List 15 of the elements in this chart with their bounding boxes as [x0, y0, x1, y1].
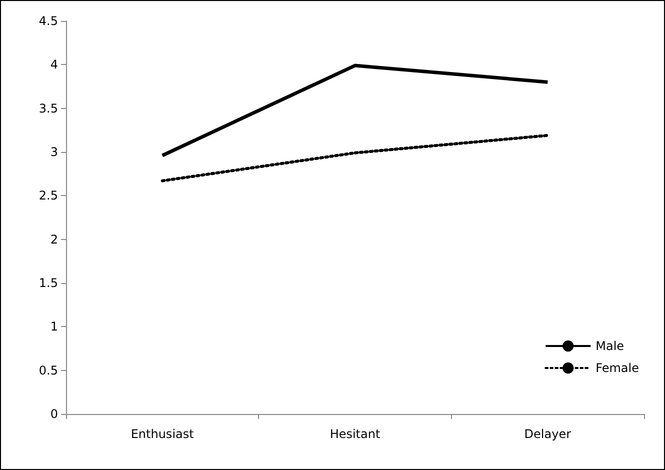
- x-tick-label: Delayer: [524, 427, 572, 441]
- x-tick-label: Enthusiast: [130, 427, 194, 441]
- y-tick-label: 1: [50, 320, 58, 334]
- y-tick-label: 2.5: [38, 188, 58, 203]
- x-tick-label: Hesitant: [330, 427, 380, 441]
- y-tick-label: 4: [50, 58, 58, 72]
- y-tick-label: 3.5: [38, 101, 58, 116]
- y-tick-label: 4.5: [38, 14, 58, 28]
- y-tick-label: 2: [50, 232, 58, 246]
- legend-label: Male: [596, 339, 624, 353]
- y-tick-label: 3: [50, 145, 58, 159]
- legend-label: Female: [596, 361, 639, 375]
- y-tick-label: 1.5: [38, 276, 58, 290]
- y-tick-label: 0.5: [38, 363, 58, 378]
- y-tick-label: 0: [50, 407, 58, 421]
